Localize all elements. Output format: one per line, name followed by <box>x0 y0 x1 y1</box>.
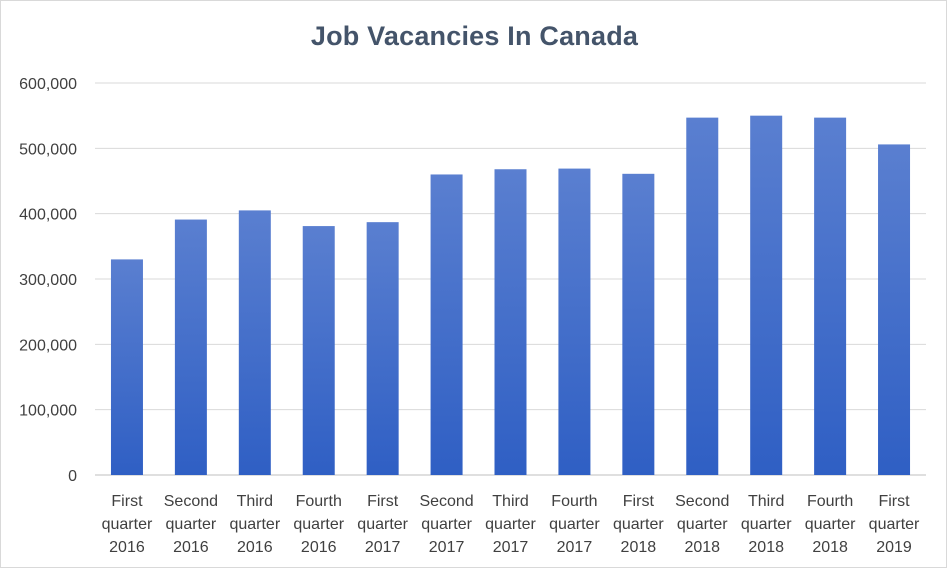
x-category-label-line: quarter <box>869 516 920 533</box>
x-category-label-line: First <box>367 493 399 510</box>
x-category-label-line: 2018 <box>812 539 848 556</box>
x-category-label-line: quarter <box>613 516 664 533</box>
x-category-label-line: 2017 <box>493 539 529 556</box>
x-category-label-line: 2018 <box>621 539 657 556</box>
bar <box>878 144 911 475</box>
x-category-label-line: quarter <box>293 516 344 533</box>
x-category-label: Third quarter 2018 <box>741 493 792 556</box>
x-axis-labels: First quarter 2016 Second quarter 2016 Third qu… <box>102 493 920 556</box>
x-category-label-line: quarter <box>741 516 792 533</box>
y-tick-label: 100,000 <box>19 403 77 420</box>
x-category-label: First quarter 2017 <box>357 493 408 556</box>
x-category-label-line: 2017 <box>429 539 465 556</box>
x-category-label-line: 2016 <box>109 539 145 556</box>
x-category-label-line: Third <box>748 493 784 510</box>
bar <box>622 173 655 475</box>
x-category-label-line: quarter <box>229 516 280 533</box>
bar <box>494 169 527 476</box>
bar <box>366 222 399 475</box>
x-category-label-line: 2017 <box>365 539 401 556</box>
bar <box>750 115 783 476</box>
x-category-label: Second quarter 2017 <box>419 493 473 556</box>
x-category-label-line: 2016 <box>237 539 273 556</box>
x-category-label-line: 2017 <box>557 539 593 556</box>
bar <box>686 117 719 476</box>
x-category-label-line: Second <box>164 493 218 510</box>
x-category-label-line: quarter <box>421 516 472 533</box>
bars <box>110 115 911 476</box>
y-axis-ticks: 0 100,000 200,000 300,000 400,000 500,000 600,… <box>19 76 77 485</box>
x-category-label-line: quarter <box>677 516 728 533</box>
y-tick-label: 600,000 <box>19 76 77 93</box>
x-category-label: Third quarter 2016 <box>229 493 280 556</box>
bar <box>238 210 271 475</box>
bar <box>174 219 207 475</box>
x-category-label-line: First <box>111 493 143 510</box>
bar <box>558 168 591 475</box>
x-category-label-line: Third <box>237 493 273 510</box>
x-category-label-line: Fourth <box>551 493 597 510</box>
x-category-label: Third quarter 2017 <box>485 493 536 556</box>
bar <box>110 259 143 475</box>
x-category-label-line: quarter <box>357 516 408 533</box>
y-tick-label: 200,000 <box>19 337 77 354</box>
x-category-label: First quarter 2018 <box>613 493 664 556</box>
y-tick-label: 500,000 <box>19 141 77 158</box>
x-category-label-line: Fourth <box>807 493 853 510</box>
x-category-label: Second quarter 2018 <box>675 493 729 556</box>
x-category-label-line: quarter <box>166 516 217 533</box>
x-category-label-line: Second <box>675 493 729 510</box>
x-category-label-line: 2019 <box>876 539 912 556</box>
x-category-label-line: Third <box>492 493 528 510</box>
x-category-label-line: quarter <box>805 516 856 533</box>
y-tick-label: 300,000 <box>19 272 77 289</box>
x-category-label: Second quarter 2016 <box>164 493 218 556</box>
x-category-label-line: quarter <box>485 516 536 533</box>
x-category-label-line: First <box>623 493 655 510</box>
x-category-label-line: Fourth <box>296 493 342 510</box>
bar <box>302 226 335 475</box>
y-tick-label: 400,000 <box>19 207 77 224</box>
y-tick-label: 0 <box>68 468 77 485</box>
x-category-label-line: quarter <box>102 516 153 533</box>
x-category-label: First quarter 2016 <box>102 493 153 556</box>
x-category-label: Fourth quarter 2016 <box>293 493 344 556</box>
bar <box>814 117 847 476</box>
x-category-label-line: 2018 <box>684 539 720 556</box>
x-category-label-line: 2016 <box>301 539 337 556</box>
x-category-label: Fourth quarter 2017 <box>549 493 600 556</box>
bar <box>430 174 463 475</box>
x-category-label: Fourth quarter 2018 <box>805 493 856 556</box>
x-category-label-line: 2018 <box>748 539 784 556</box>
x-category-label-line: Second <box>419 493 473 510</box>
x-category-label: First quarter 2019 <box>869 493 920 556</box>
x-category-label-line: quarter <box>549 516 600 533</box>
chart-title: Job Vacancies In Canada <box>310 21 639 51</box>
x-category-label-line: First <box>878 493 910 510</box>
x-category-label-line: 2016 <box>173 539 209 556</box>
